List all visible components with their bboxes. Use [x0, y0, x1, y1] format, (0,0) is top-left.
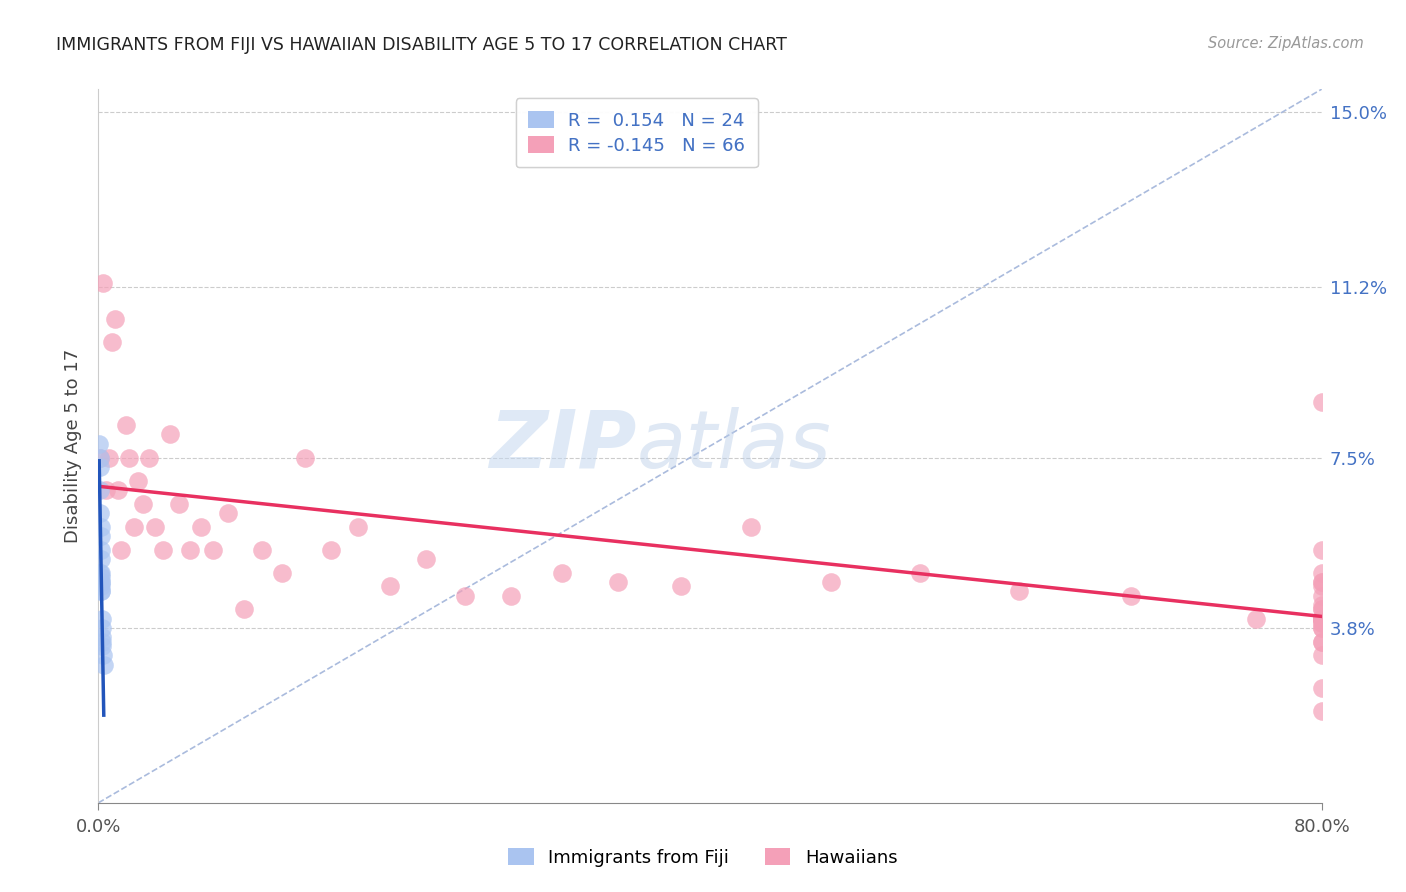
Point [1310, 602, 1333, 616]
Point [501, 589, 523, 603]
Point [179, 542, 201, 557]
Point [820, 574, 842, 589]
Point [90, 579, 112, 593]
Point [90, 574, 112, 589]
Point [90, 621, 112, 635]
Point [1310, 616, 1333, 631]
Point [1119, 589, 1142, 603]
Point [250, 542, 273, 557]
Point [740, 519, 762, 533]
Point [90, 570, 112, 584]
Point [1310, 612, 1333, 626]
Point [89, 436, 111, 450]
Point [94, 483, 117, 497]
Legend: R =  0.154   N = 24, R = -0.145   N = 66: R = 0.154 N = 24, R = -0.145 N = 66 [516, 98, 758, 168]
Point [118, 450, 141, 465]
Point [1310, 612, 1333, 626]
Point [1310, 612, 1333, 626]
Point [1310, 612, 1333, 626]
Point [1310, 589, 1333, 603]
Point [89, 450, 111, 465]
Y-axis label: Disability Age 5 to 17: Disability Age 5 to 17 [65, 349, 83, 543]
Text: atlas: atlas [637, 407, 831, 485]
Point [270, 566, 292, 580]
Point [1310, 634, 1333, 648]
Point [93, 657, 115, 672]
Point [1310, 681, 1333, 695]
Point [217, 506, 239, 520]
Text: ZIP: ZIP [489, 407, 637, 485]
Point [101, 335, 124, 350]
Point [90, 529, 112, 543]
Point [90, 542, 112, 557]
Point [232, 602, 254, 616]
Point [89, 450, 111, 465]
Point [1310, 612, 1333, 626]
Point [551, 566, 574, 580]
Point [347, 519, 370, 533]
Point [90, 584, 112, 599]
Point [1310, 704, 1333, 718]
Point [607, 574, 630, 589]
Text: Source: ZipAtlas.com: Source: ZipAtlas.com [1208, 36, 1364, 51]
Point [1310, 648, 1333, 663]
Point [91, 630, 114, 644]
Point [454, 589, 477, 603]
Point [1310, 621, 1333, 635]
Point [91, 648, 114, 663]
Point [1310, 395, 1333, 409]
Point [380, 579, 402, 593]
Point [115, 418, 138, 433]
Point [91, 276, 114, 290]
Point [1310, 542, 1333, 557]
Point [89, 506, 111, 520]
Point [98, 450, 121, 465]
Point [1008, 584, 1031, 599]
Point [1310, 621, 1333, 635]
Point [107, 483, 129, 497]
Point [90, 566, 112, 580]
Point [91, 640, 114, 654]
Point [127, 474, 149, 488]
Point [1310, 574, 1333, 589]
Point [152, 542, 174, 557]
Point [908, 566, 931, 580]
Point [90, 551, 112, 566]
Point [415, 551, 437, 566]
Point [202, 542, 225, 557]
Point [90, 584, 112, 599]
Point [91, 634, 114, 648]
Point [90, 612, 112, 626]
Point [132, 497, 155, 511]
Point [143, 519, 166, 533]
Point [1310, 634, 1333, 648]
Point [669, 579, 692, 593]
Point [1310, 579, 1333, 593]
Point [159, 427, 181, 442]
Legend: Immigrants from Fiji, Hawaiians: Immigrants from Fiji, Hawaiians [502, 841, 904, 874]
Point [1310, 612, 1333, 626]
Point [90, 519, 112, 533]
Point [122, 519, 145, 533]
Point [1310, 616, 1333, 631]
Point [89, 566, 111, 580]
Point [138, 450, 160, 465]
Point [190, 519, 212, 533]
Point [89, 459, 111, 474]
Point [1244, 612, 1267, 626]
Point [169, 497, 191, 511]
Point [1310, 602, 1333, 616]
Point [1310, 566, 1333, 580]
Point [294, 450, 316, 465]
Point [1310, 574, 1333, 589]
Point [1310, 598, 1333, 612]
Point [319, 542, 342, 557]
Point [89, 483, 111, 497]
Point [90, 574, 112, 589]
Point [104, 312, 127, 326]
Text: IMMIGRANTS FROM FIJI VS HAWAIIAN DISABILITY AGE 5 TO 17 CORRELATION CHART: IMMIGRANTS FROM FIJI VS HAWAIIAN DISABIL… [56, 36, 787, 54]
Point [110, 542, 132, 557]
